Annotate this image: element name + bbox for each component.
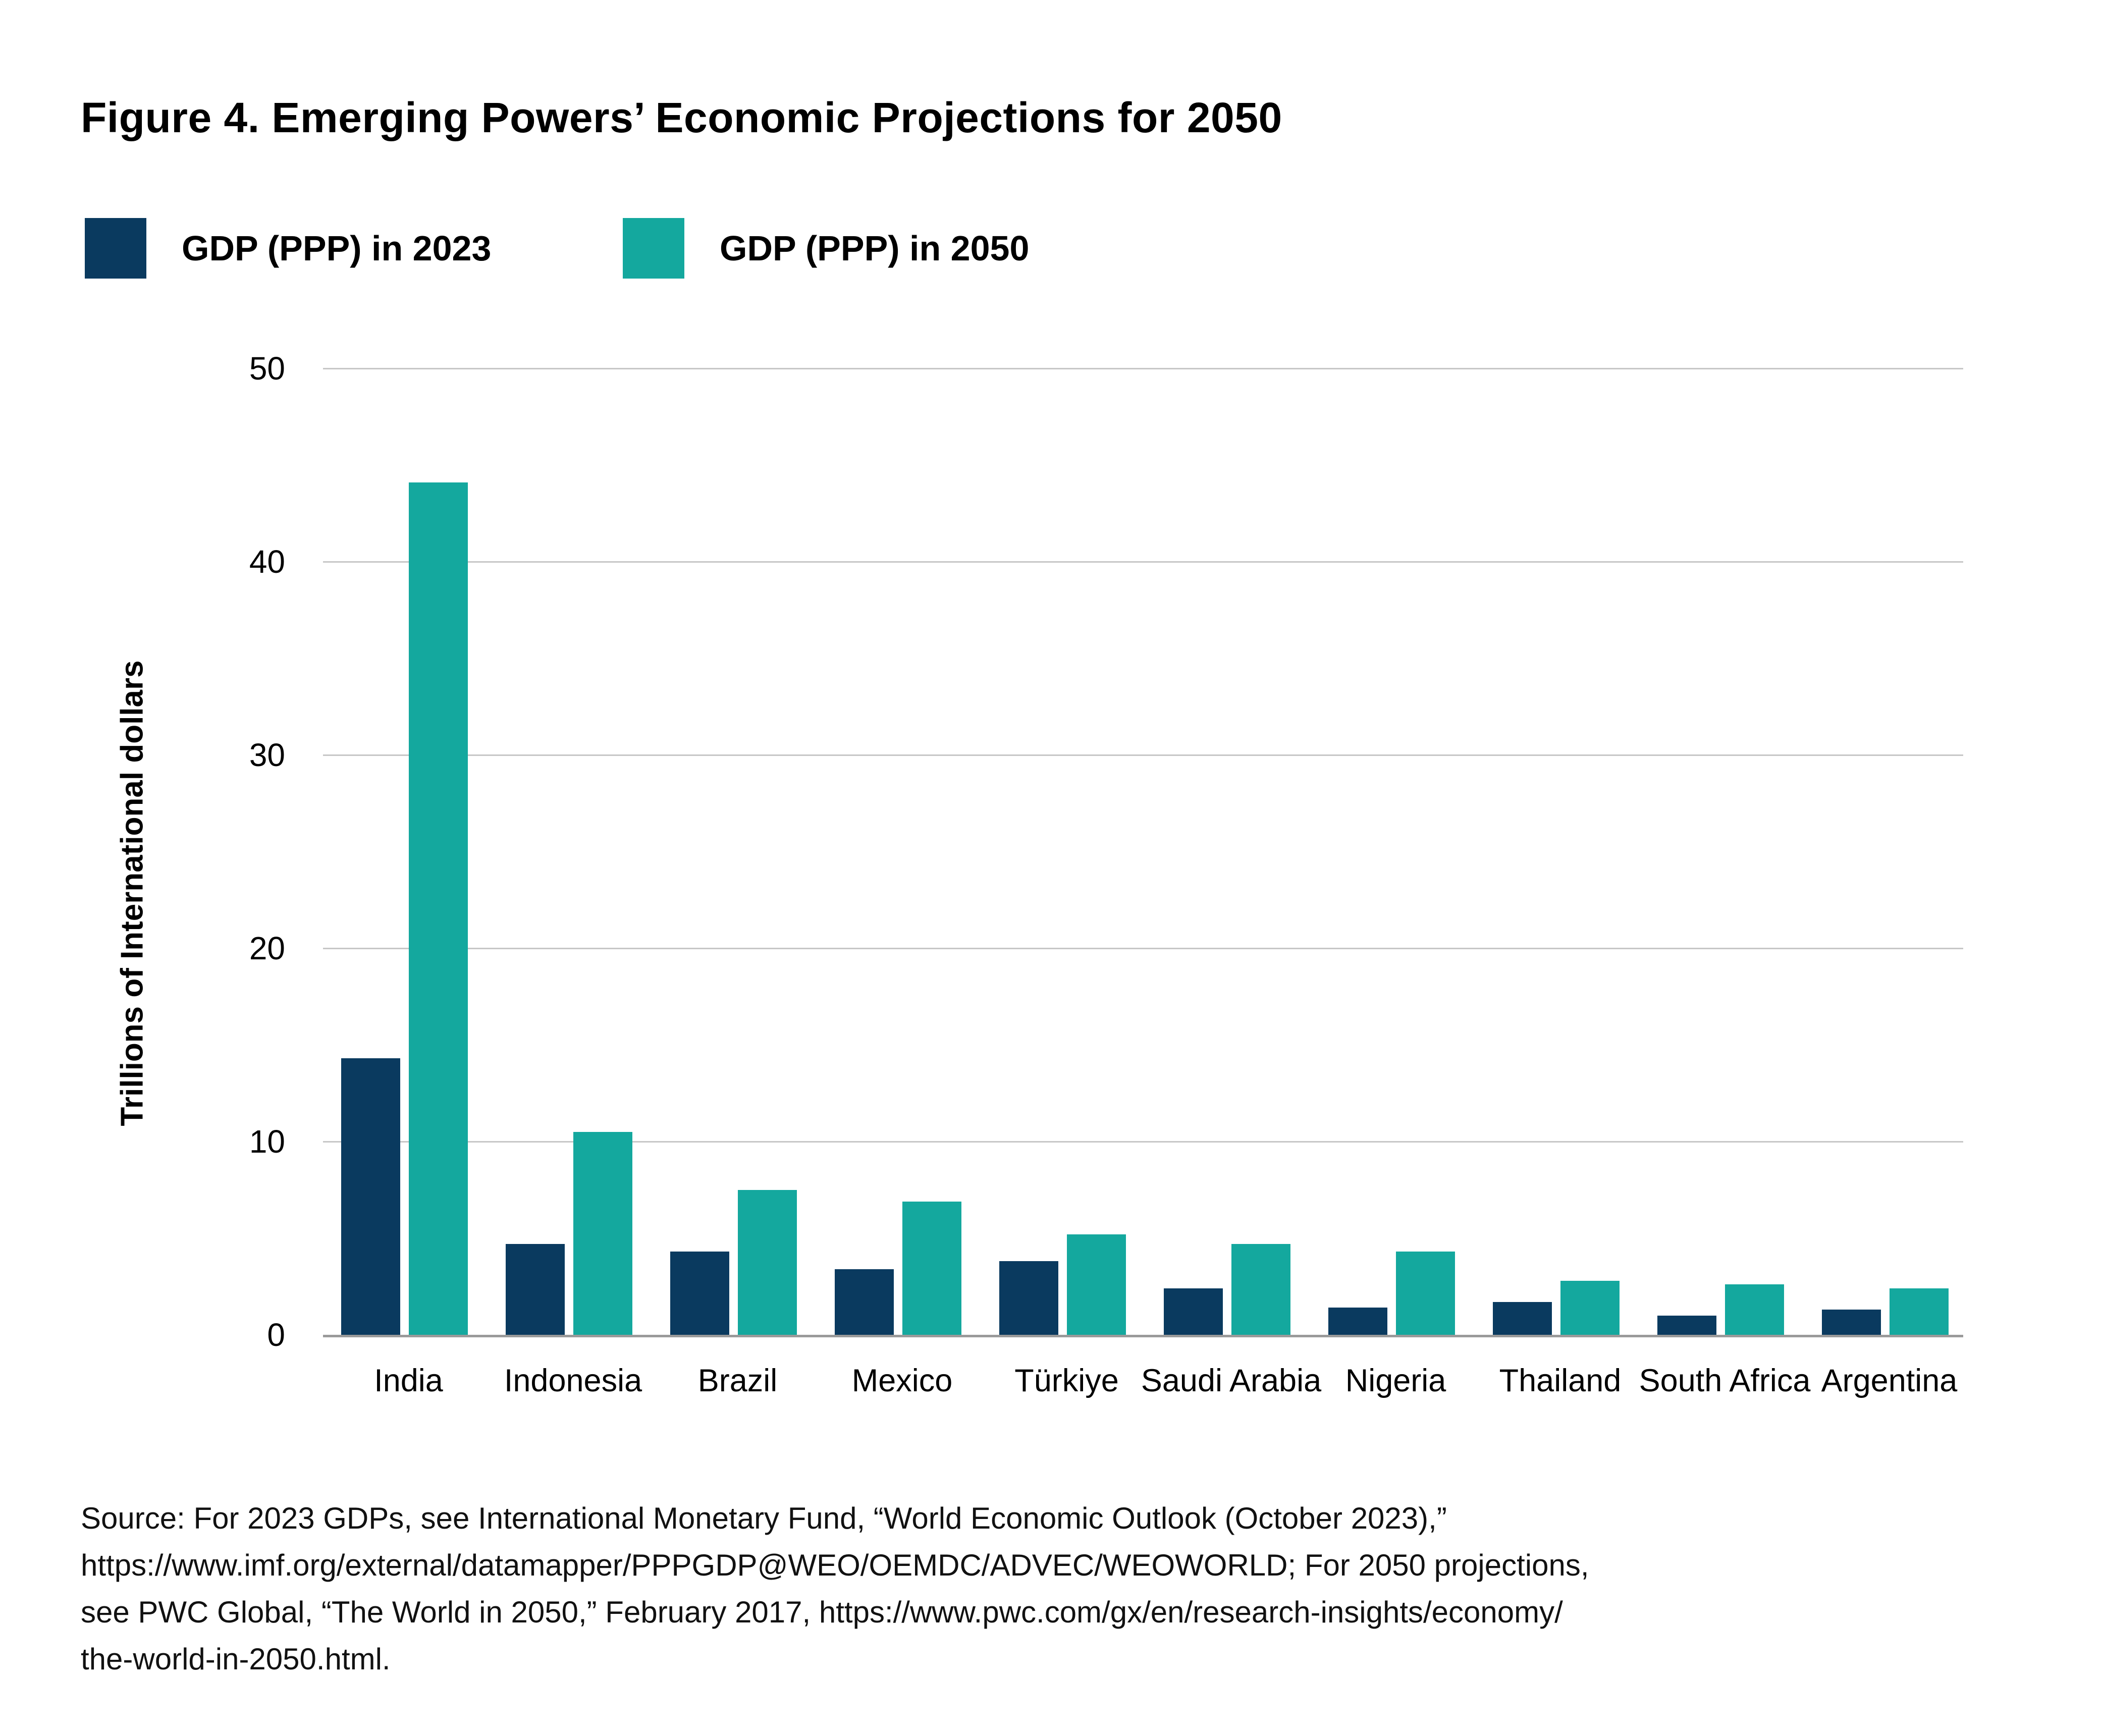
- gridline-20: [323, 947, 1963, 949]
- plot-area: [323, 367, 1963, 1337]
- bar-saudi-arabia-2050: [1231, 1244, 1290, 1335]
- x-tick-label-türkiye: Türkiye: [1014, 1363, 1119, 1398]
- legend-item-2023: GDP (PPP) in 2023: [85, 218, 491, 279]
- bar-india-2023: [341, 1058, 400, 1335]
- source-note: Source: For 2023 GDPs, see International…: [81, 1501, 1589, 1676]
- gridline-30: [323, 754, 1963, 756]
- y-tick-label-0: 0: [267, 1317, 285, 1353]
- y-tick-label-30: 30: [249, 737, 285, 773]
- x-tick-label-brazil: Brazil: [697, 1363, 778, 1398]
- bar-india-2050: [409, 482, 468, 1335]
- bar-nigeria-2050: [1396, 1252, 1455, 1335]
- bar-brazil-2050: [738, 1189, 797, 1335]
- y-axis-title: Trillions of International dollars: [115, 660, 150, 1126]
- bar-türkiye-2023: [999, 1261, 1058, 1335]
- x-tick-label-argentina: Argentina: [1821, 1363, 1958, 1398]
- bar-mexico-2050: [902, 1201, 961, 1335]
- bar-nigeria-2023: [1328, 1308, 1387, 1335]
- bar-argentina-2023: [1822, 1310, 1881, 1335]
- legend-label-2050: GDP (PPP) in 2050: [720, 229, 1030, 268]
- y-tick-label-40: 40: [249, 544, 285, 580]
- x-tick-label-saudi-arabia: Saudi Arabia: [1141, 1363, 1322, 1398]
- gridline-40: [323, 561, 1963, 563]
- bar-south-africa-2050: [1725, 1284, 1784, 1335]
- bar-mexico-2023: [835, 1269, 894, 1335]
- legend-item-2050: GDP (PPP) in 2050: [623, 218, 1029, 279]
- gridline-50: [323, 367, 1963, 369]
- gridline-10: [323, 1141, 1963, 1143]
- bar-saudi-arabia-2023: [1164, 1288, 1223, 1335]
- bar-south-africa-2023: [1657, 1315, 1716, 1335]
- x-tick-label-thailand: Thailand: [1499, 1363, 1622, 1398]
- legend-label-2023: GDP (PPP) in 2023: [182, 229, 492, 268]
- y-tick-label-10: 10: [249, 1123, 285, 1160]
- bar-thailand-2023: [1493, 1301, 1552, 1335]
- figure-title: Figure 4. Emerging Powers’ Economic Proj…: [81, 94, 1282, 141]
- bar-argentina-2050: [1890, 1288, 1949, 1335]
- bar-indonesia-2023: [506, 1244, 565, 1335]
- bar-brazil-2023: [670, 1252, 729, 1335]
- x-tick-label-nigeria: Nigeria: [1345, 1363, 1446, 1398]
- bar-indonesia-2050: [573, 1131, 632, 1335]
- y-tick-label-50: 50: [249, 350, 285, 387]
- bar-thailand-2050: [1560, 1280, 1620, 1335]
- x-tick-label-india: India: [374, 1363, 443, 1398]
- x-tick-label-indonesia: Indonesia: [504, 1363, 642, 1398]
- y-tick-label-20: 20: [249, 930, 285, 966]
- bar-türkiye-2050: [1067, 1234, 1126, 1335]
- legend-swatch-2050: [623, 218, 684, 279]
- legend-swatch-2023: [85, 218, 146, 279]
- x-tick-label-mexico: Mexico: [851, 1363, 953, 1398]
- x-tick-label-south-africa: South Africa: [1639, 1363, 1811, 1398]
